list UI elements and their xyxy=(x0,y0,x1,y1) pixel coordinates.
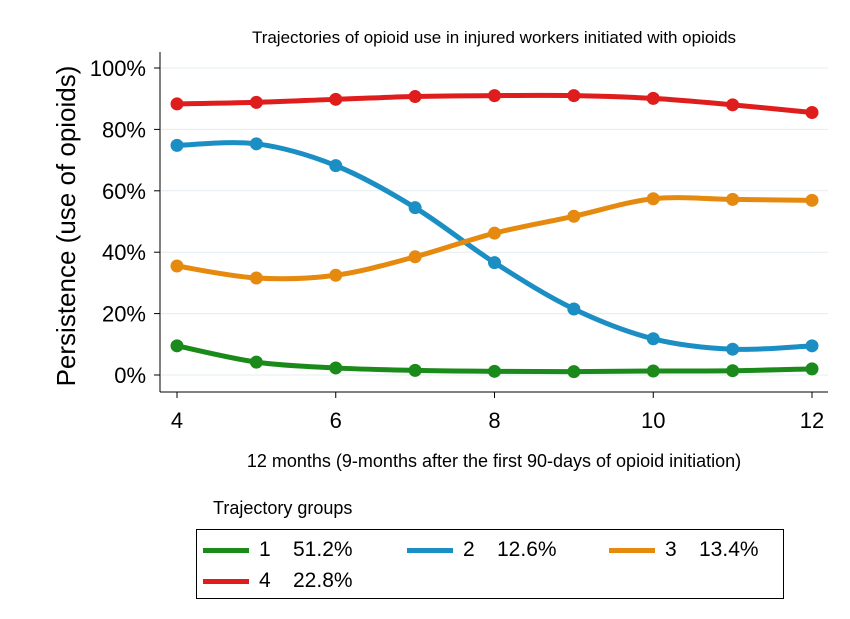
data-point-2 xyxy=(726,342,740,356)
data-point-1 xyxy=(170,339,184,353)
data-point-1 xyxy=(329,361,343,375)
data-point-1 xyxy=(726,364,740,378)
y-tick-label: 0% xyxy=(114,363,146,388)
data-point-4 xyxy=(567,89,581,103)
chart-title: Trajectories of opioid use in injured wo… xyxy=(252,28,736,47)
legend-swatch-4 xyxy=(203,578,249,584)
series-lines xyxy=(170,89,819,379)
data-point-3 xyxy=(170,259,184,273)
data-point-4 xyxy=(170,97,184,111)
data-point-4 xyxy=(646,91,660,105)
data-point-3 xyxy=(249,271,263,285)
data-point-2 xyxy=(488,256,501,270)
y-tick-label: 80% xyxy=(102,117,146,142)
x-tick-label: 10 xyxy=(641,408,665,433)
legend-label: 3 xyxy=(665,538,677,561)
y-tick-label: 20% xyxy=(102,302,146,327)
data-point-1 xyxy=(249,355,263,369)
legend-item-4: 4 22.8% xyxy=(203,568,353,594)
data-point-2 xyxy=(170,138,184,152)
y-tick-label: 40% xyxy=(102,240,146,265)
data-point-4 xyxy=(488,89,501,103)
legend-title: Trajectory groups xyxy=(213,498,353,518)
legend-item-2: 2 12.6% xyxy=(407,537,557,563)
legend-share: 51.2% xyxy=(293,538,353,561)
data-point-2 xyxy=(646,332,660,346)
series-line-2 xyxy=(174,140,815,352)
x-tick-label: 8 xyxy=(488,408,500,433)
legend-share: 12.6% xyxy=(497,538,557,561)
x-axis-label: 12 months (9-months after the first 90-d… xyxy=(247,451,741,471)
data-point-1 xyxy=(408,363,422,377)
legend-swatch-2 xyxy=(407,547,453,553)
axis-ticks: 0% 20% 40% 60% 80% 100% 4 6 8 10 12 xyxy=(90,56,825,433)
x-tick-label: 12 xyxy=(800,408,824,433)
y-tick-label: 60% xyxy=(102,179,146,204)
data-point-1 xyxy=(488,364,501,378)
legend-share: 22.8% xyxy=(293,569,353,592)
x-tick-label: 4 xyxy=(171,408,183,433)
data-point-3 xyxy=(408,250,422,264)
data-point-1 xyxy=(646,364,660,378)
data-point-4 xyxy=(249,95,263,109)
data-point-2 xyxy=(805,339,819,353)
data-point-4 xyxy=(329,92,343,106)
data-point-1 xyxy=(567,365,581,379)
data-point-2 xyxy=(567,302,581,316)
data-point-3 xyxy=(329,268,343,282)
y-axis-label: Persistence (use of opioids) xyxy=(51,66,81,387)
data-point-2 xyxy=(249,137,263,151)
legend-label: 4 xyxy=(259,569,271,592)
data-point-4 xyxy=(408,90,422,104)
legend-item-3: 3 13.4% xyxy=(609,537,759,563)
data-point-3 xyxy=(805,193,819,207)
legend-label: 1 xyxy=(259,538,271,561)
data-point-3 xyxy=(726,192,740,206)
data-point-4 xyxy=(726,98,740,112)
data-point-4 xyxy=(805,106,819,120)
data-point-2 xyxy=(408,201,422,215)
legend-swatch-1 xyxy=(203,547,249,553)
legend-label: 2 xyxy=(463,538,475,561)
legend-share: 13.4% xyxy=(699,538,759,561)
legend: 1 51.2% 2 12.6% 3 13.4% 4 22.8% xyxy=(196,529,784,599)
data-point-3 xyxy=(488,226,501,240)
data-point-3 xyxy=(567,209,581,223)
data-point-3 xyxy=(646,192,660,206)
legend-item-1: 1 51.2% xyxy=(203,537,353,563)
gridlines xyxy=(161,67,828,376)
x-tick-label: 6 xyxy=(330,408,342,433)
y-tick-label: 100% xyxy=(90,56,146,81)
data-point-1 xyxy=(805,362,819,376)
legend-swatch-3 xyxy=(609,547,655,553)
data-point-2 xyxy=(329,159,343,173)
